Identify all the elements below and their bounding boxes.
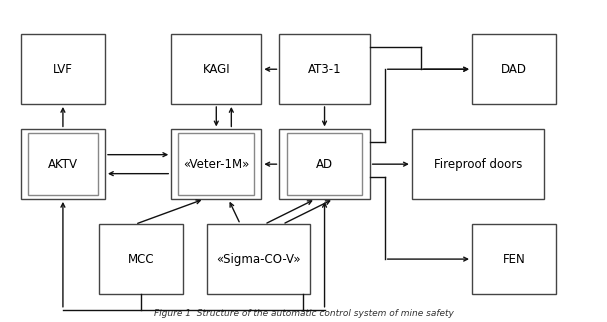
Bar — [279, 34, 370, 104]
Text: «Sigma-CO-V»: «Sigma-CO-V» — [216, 252, 300, 266]
Text: KAGI: KAGI — [203, 63, 230, 76]
Bar — [472, 224, 556, 294]
Bar — [21, 129, 105, 199]
Text: Fireproof doors: Fireproof doors — [434, 158, 522, 171]
Text: Figure 1  Structure of the automatic control system of mine safety: Figure 1 Structure of the automatic cont… — [154, 309, 453, 317]
Bar — [21, 34, 105, 104]
Bar — [171, 129, 262, 199]
Text: AD: AD — [316, 158, 333, 171]
Text: DAD: DAD — [501, 63, 527, 76]
Text: AKTV: AKTV — [48, 158, 78, 171]
Bar — [171, 34, 262, 104]
Bar — [287, 133, 362, 195]
Bar — [472, 34, 556, 104]
Bar — [207, 224, 310, 294]
Bar — [99, 224, 183, 294]
Text: FEN: FEN — [503, 252, 526, 266]
Bar — [279, 129, 370, 199]
Bar — [412, 129, 544, 199]
Text: AT3-1: AT3-1 — [308, 63, 341, 76]
Text: «Veter-1M»: «Veter-1M» — [183, 158, 249, 171]
Text: LVF: LVF — [53, 63, 73, 76]
Bar — [28, 133, 98, 195]
Text: MCC: MCC — [128, 252, 154, 266]
Bar — [178, 133, 254, 195]
